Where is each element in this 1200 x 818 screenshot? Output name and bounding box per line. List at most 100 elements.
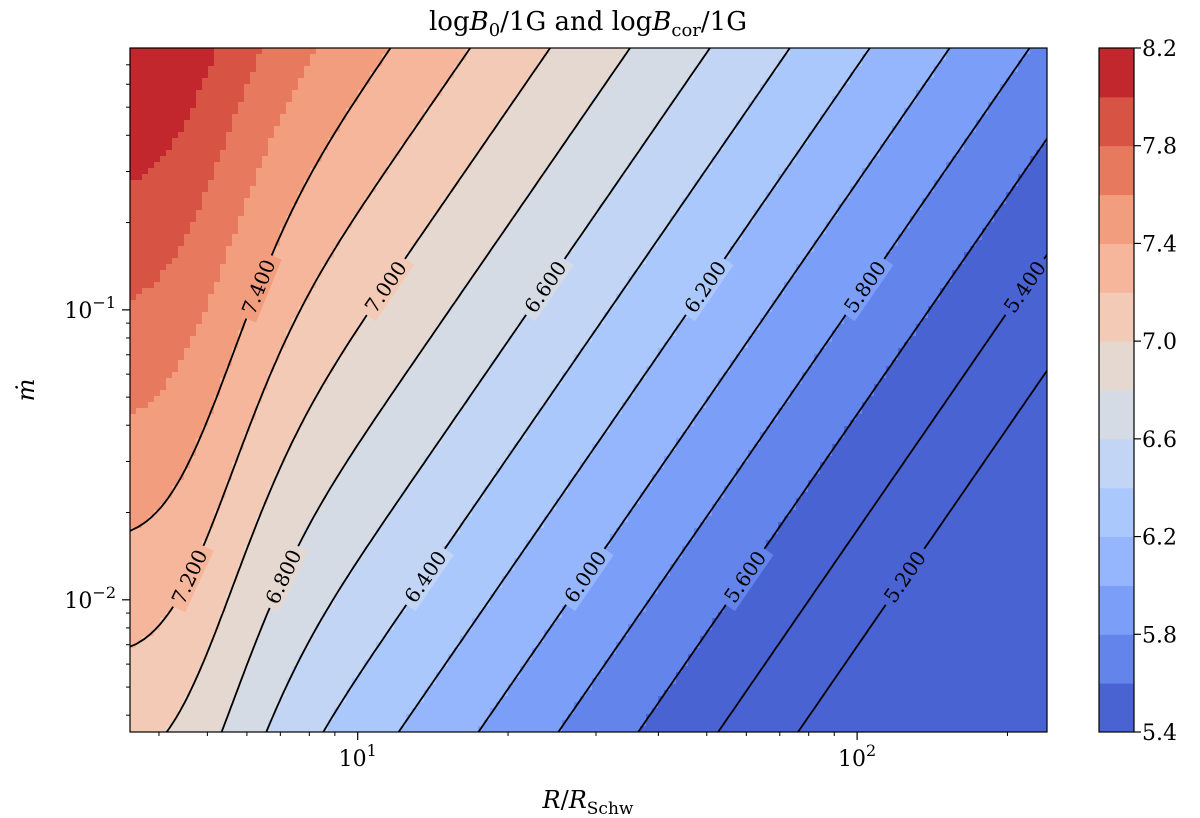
contour-fill-cell [196, 654, 203, 661]
contour-fill-cell [184, 168, 191, 175]
contour-fill-cell [334, 192, 341, 199]
contour-fill-cell [382, 564, 389, 571]
contour-fill-cell [220, 528, 227, 535]
contour-fill-cell [136, 672, 143, 679]
contour-fill-cell [298, 408, 305, 415]
contour-fill-cell [268, 636, 275, 643]
contour-fill-cell [352, 216, 359, 223]
contour-fill-cell [160, 552, 167, 559]
contour-fill-cell [196, 240, 203, 247]
contour-fill-cell [130, 174, 137, 181]
contour-fill-cell [244, 594, 251, 601]
contour-fill-cell [148, 456, 155, 463]
contour-fill-cell [316, 396, 323, 403]
contour-fill-cell [130, 270, 137, 277]
contour-fill-cell [382, 396, 389, 403]
contour-fill-cell [364, 636, 371, 643]
contour-fill-cell [388, 246, 395, 253]
contour-fill-cell [280, 210, 287, 217]
contour-fill-cell [232, 642, 239, 649]
contour-fill-cell [136, 600, 143, 607]
contour-fill-cell [136, 642, 143, 649]
contour-fill-cell [370, 78, 377, 85]
contour-fill-cell [274, 234, 281, 241]
contour-fill-cell [214, 300, 221, 307]
contour-fill-cell [346, 666, 353, 673]
contour-fill-cell [370, 618, 377, 625]
contour-fill-cell [358, 636, 365, 643]
contour-fill-cell [238, 54, 245, 61]
contour-fill-cell [148, 468, 155, 475]
contour-fill-cell [208, 678, 215, 685]
contour-fill-cell [166, 672, 173, 679]
contour-fill-cell [154, 594, 161, 601]
contour-fill-cell [286, 504, 293, 511]
contour-fill-cell [244, 378, 251, 385]
contour-fill-cell [346, 564, 353, 571]
contour-fill-cell [304, 132, 311, 139]
contour-fill-cell [160, 498, 167, 505]
contour-fill-cell [376, 432, 383, 439]
contour-fill-cell [226, 210, 233, 217]
contour-fill-cell [130, 252, 137, 259]
contour-fill-cell [172, 444, 179, 451]
contour-fill-cell [340, 450, 347, 457]
contour-fill-cell [160, 90, 167, 97]
contour-fill-cell [286, 174, 293, 181]
contour-fill-cell [232, 300, 239, 307]
contour-fill-cell [358, 372, 365, 379]
contour-fill-cell [184, 318, 191, 325]
contour-fill-cell [376, 54, 383, 61]
contour-fill-cell [196, 486, 203, 493]
contour-fill-cell [160, 336, 167, 343]
contour-fill-cell [304, 258, 311, 265]
contour-fill-cell [370, 432, 377, 439]
contour-fill-cell [268, 60, 275, 67]
contour-fill-cell [220, 630, 227, 637]
contour-fill-cell [316, 150, 323, 157]
contour-fill-cell [148, 702, 155, 709]
contour-fill-cell [136, 276, 143, 283]
contour-fill-cell [220, 264, 227, 271]
contour-fill-cell [298, 594, 305, 601]
contour-fill-cell [256, 474, 263, 481]
contour-fill-cell [358, 492, 365, 499]
contour-fill-cell [238, 624, 245, 631]
contour-fill-cell [382, 174, 389, 181]
contour-fill-cell [292, 330, 299, 337]
contour-fill-cell [190, 126, 197, 133]
contour-fill-cell [346, 510, 353, 517]
contour-fill-cell [202, 264, 209, 271]
contour-fill-cell [178, 150, 185, 157]
contour-fill-cell [226, 432, 233, 439]
contour-fill-cell [340, 636, 347, 643]
contour-fill-cell [190, 282, 197, 289]
contour-fill-cell [256, 498, 263, 505]
contour-fill-cell [220, 306, 227, 313]
contour-fill-cell [322, 678, 329, 685]
contour-fill-cell [256, 720, 263, 727]
contour-fill-cell [310, 336, 317, 343]
contour-fill-cell [262, 234, 269, 241]
contour-fill-cell [244, 240, 251, 247]
contour-fill-cell [370, 444, 377, 451]
contour-fill-cell [136, 426, 143, 433]
contour-fill-cell [142, 90, 149, 97]
contour-fill-cell [226, 48, 233, 55]
contour-fill-cell [184, 78, 191, 85]
contour-fill-cell [298, 396, 305, 403]
contour-fill-cell [322, 528, 329, 535]
contour-fill-cell [184, 450, 191, 457]
contour-fill-cell [268, 108, 275, 115]
contour-fill-cell [364, 168, 371, 175]
contour-fill-cell [214, 186, 221, 193]
contour-fill-cell [142, 642, 149, 649]
contour-fill-cell [262, 240, 269, 247]
contour-fill-cell [208, 432, 215, 439]
contour-fill-cell [142, 360, 149, 367]
contour-fill-cell [298, 162, 305, 169]
contour-fill-cell [208, 240, 215, 247]
contour-fill-cell [166, 474, 173, 481]
contour-fill-cell [280, 186, 287, 193]
contour-fill-cell [376, 552, 383, 559]
